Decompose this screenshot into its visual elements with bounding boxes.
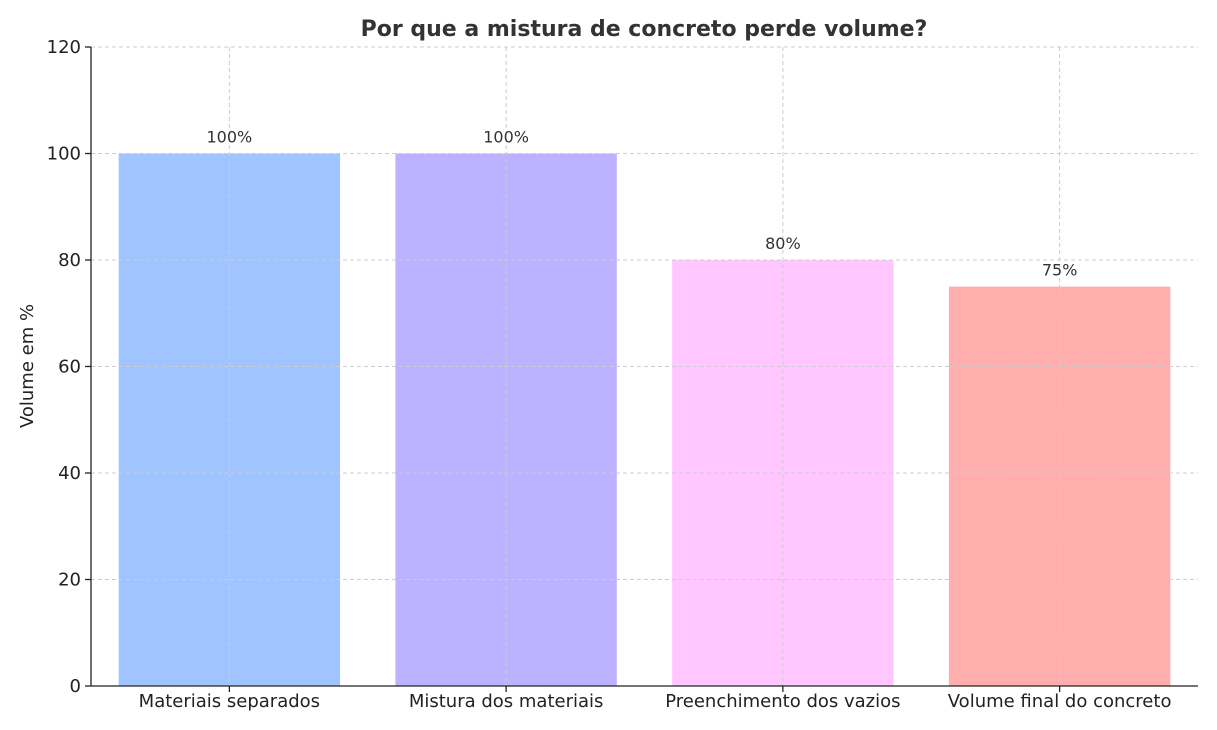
x-tick-label: Volume final do concreto [948, 691, 1172, 712]
chart-title: Por que a mistura de concreto perde volu… [361, 17, 928, 42]
x-ticks: Materiais separados Mistura dos materiais… [139, 686, 1172, 712]
bar [948, 286, 1171, 686]
y-tick-label: 0 [70, 676, 81, 697]
data-labels: 100% 100% 80% 75% [207, 128, 1078, 280]
bar-value-label: 100% [207, 128, 253, 147]
y-axis-label: Volume em % [17, 304, 38, 428]
y-tick-label: 60 [58, 357, 81, 378]
x-tick-label: Mistura dos materiais [409, 691, 604, 712]
grid-lines [91, 46, 1198, 687]
y-tick-label: 80 [58, 250, 81, 271]
bar-value-label: 75% [1042, 261, 1078, 280]
bar-value-label: 100% [483, 128, 529, 147]
y-tick-label: 100 [47, 144, 81, 165]
bar-value-label: 80% [765, 234, 801, 253]
bars [118, 153, 1171, 686]
y-ticks: 0 20 40 60 80 100 120 [47, 37, 91, 697]
y-tick-label: 40 [58, 463, 81, 484]
x-tick-label: Preenchimento dos vazios [665, 691, 900, 712]
y-tick-label: 20 [58, 570, 81, 591]
x-tick-label: Materiais separados [139, 691, 320, 712]
y-tick-label: 120 [47, 37, 81, 58]
